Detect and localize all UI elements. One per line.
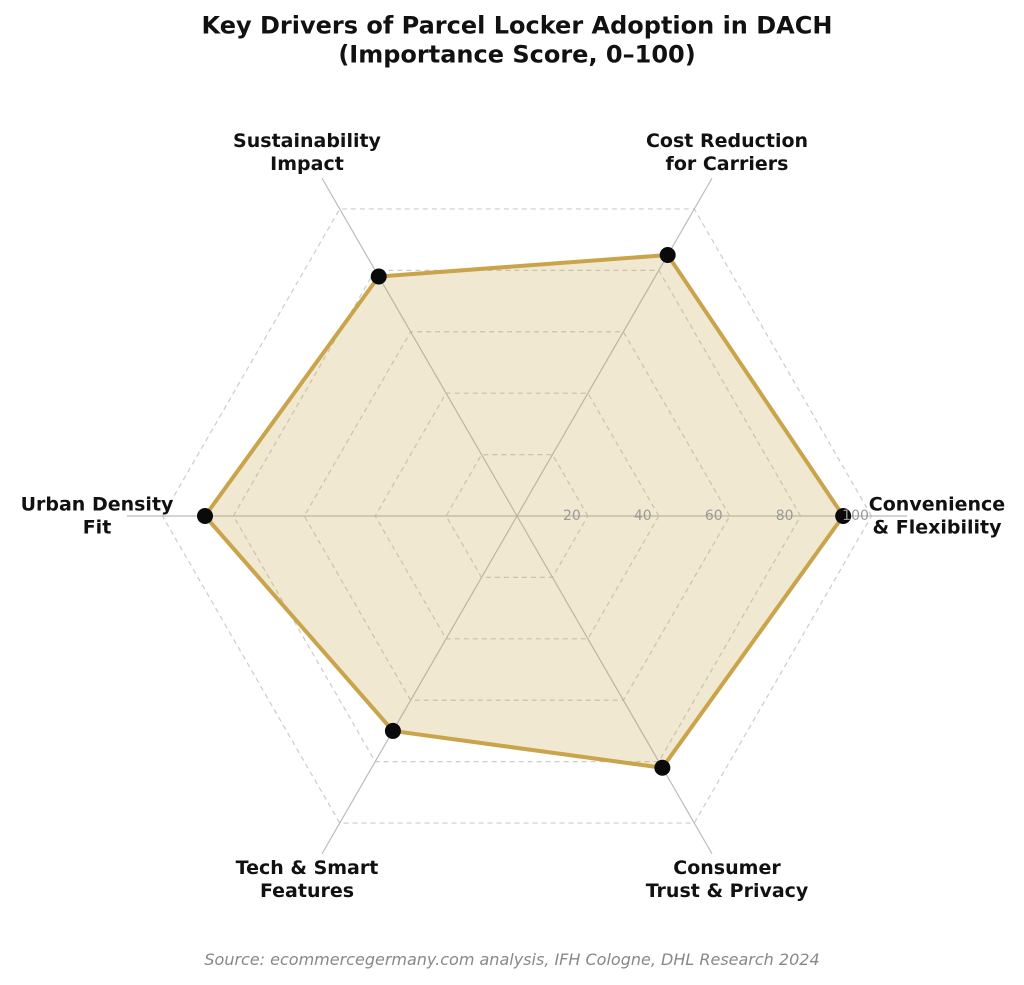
data-point xyxy=(197,508,213,524)
data-point xyxy=(659,247,676,264)
data-point xyxy=(835,508,852,524)
chart-title: Key Drivers of Parcel Locker Adoption in… xyxy=(202,12,833,69)
r-tick-label: 80 xyxy=(776,508,794,524)
category-label: Tech & Smart Features xyxy=(236,857,379,902)
data-point xyxy=(384,722,401,739)
category-label: Cost Reduction for Carriers xyxy=(646,129,808,174)
axis-spoke xyxy=(516,515,713,855)
category-label: Convenience & Flexibility xyxy=(869,493,1005,538)
data-point xyxy=(654,759,671,776)
axis-spoke xyxy=(321,515,518,855)
radar-area xyxy=(203,253,846,770)
axis-spoke xyxy=(321,177,518,517)
category-label: Urban Density Fit xyxy=(21,493,174,538)
r-tick-label: 60 xyxy=(705,508,723,524)
r-tick-label: 100 xyxy=(842,508,869,524)
r-tick-label: 40 xyxy=(634,508,652,524)
r-tick-label: 20 xyxy=(563,508,581,524)
source-note: Source: ecommercegermany.com analysis, I… xyxy=(204,950,819,969)
category-label: Sustainability Impact xyxy=(233,129,382,174)
data-point xyxy=(370,268,387,285)
category-label: Consumer Trust & Privacy xyxy=(646,857,809,902)
axis-spoke xyxy=(516,177,713,517)
